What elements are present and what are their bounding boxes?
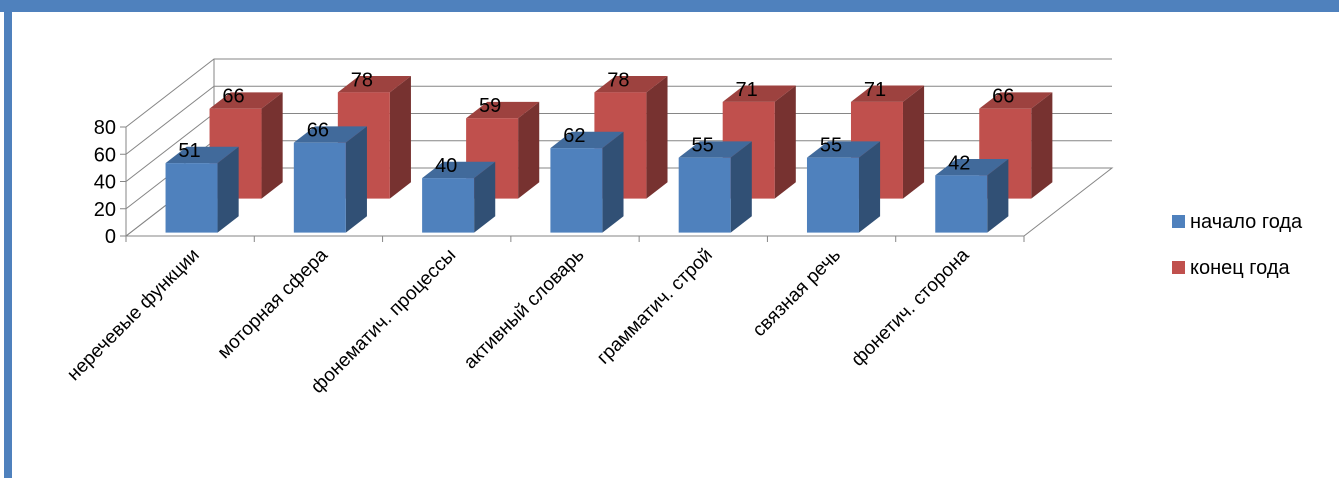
category-label: моторная сфера <box>214 244 333 363</box>
bar-start <box>678 141 752 233</box>
bar-start-top <box>678 141 752 158</box>
bar-start-top <box>293 126 367 143</box>
bar-start-front <box>293 142 346 233</box>
y-tick-label: 60 <box>94 144 116 166</box>
frame-left-border <box>4 0 12 478</box>
category-label: фонематич. процессы <box>307 245 460 398</box>
category-label: активный словарь <box>460 245 589 374</box>
data-labels: 51 66 40 62 55 55 42 66 78 59 78 71 71 66 <box>178 69 1014 177</box>
bar-end-side <box>774 85 796 199</box>
legend: начало года конец года <box>1172 211 1303 279</box>
y-tick-label: 80 <box>94 117 116 139</box>
bar-end-side <box>261 92 283 199</box>
data-label: 40 <box>435 155 457 177</box>
legend-label: начало года <box>1190 211 1303 233</box>
bar-end-side <box>902 85 925 199</box>
bar-start-top <box>165 146 239 164</box>
series-start-bars <box>165 126 1009 233</box>
data-label: 66 <box>222 86 244 108</box>
bar-end-top <box>594 76 668 93</box>
legend-label: конец года <box>1190 257 1290 279</box>
bar-end-top <box>850 85 925 102</box>
bar-start <box>935 159 1009 233</box>
data-label: 71 <box>736 79 758 101</box>
y-tick-label: 20 <box>94 199 116 221</box>
data-label: 51 <box>178 140 200 162</box>
bar-start-front <box>935 175 988 233</box>
bar-start-front <box>422 178 475 233</box>
bar-start-side <box>217 146 239 233</box>
bar-end-side <box>518 101 540 199</box>
bar-start-side <box>987 159 1009 233</box>
bar-start-front <box>678 157 731 233</box>
category-label: неречевые функции <box>63 245 203 385</box>
bar-end-top <box>337 76 411 93</box>
data-label: 71 <box>864 79 886 101</box>
bar-start-side <box>474 161 496 233</box>
data-label: 42 <box>948 152 970 174</box>
category-label: грамматич. строй <box>593 245 717 369</box>
bar-start-side <box>858 141 881 233</box>
frame-top-border <box>0 0 1339 12</box>
bar-start-side <box>730 141 752 233</box>
data-label: 66 <box>307 120 329 142</box>
bar-end-top <box>209 92 283 109</box>
legend-swatch <box>1172 261 1185 274</box>
y-tick-label: 40 <box>94 172 116 194</box>
category-label: фонетич. сторона <box>847 244 973 370</box>
bar-end-side <box>1031 92 1053 199</box>
data-label: 62 <box>563 125 585 147</box>
bar-start <box>422 161 496 233</box>
bar-start-top <box>550 131 624 149</box>
y-tick-label: 0 <box>105 226 116 248</box>
x-axis-categories: неречевые функции моторная сферафонематич… <box>63 244 973 397</box>
data-label: 55 <box>692 135 714 157</box>
data-label: 78 <box>607 69 629 91</box>
data-label: 66 <box>992 86 1014 108</box>
bar-start-front <box>165 163 218 233</box>
bar-start-side <box>602 131 624 233</box>
bar-end-side <box>646 76 668 199</box>
bar-end-side <box>389 76 411 199</box>
bar-end-top <box>979 92 1053 109</box>
bar-start-top <box>935 159 1009 176</box>
legend-swatch <box>1172 215 1185 228</box>
data-label: 59 <box>479 95 501 117</box>
bar-start-top <box>422 161 496 179</box>
data-label: 78 <box>351 69 373 91</box>
data-label: 55 <box>820 135 842 157</box>
bar-start <box>165 146 239 233</box>
bar-start-front <box>550 148 603 233</box>
bar-start <box>293 126 367 233</box>
bar-start <box>550 131 624 233</box>
y-axis-ticks: 0 20 40 60 80 <box>94 117 116 248</box>
bar-end-top <box>722 85 796 102</box>
bar-start <box>806 141 881 233</box>
bar-end-top <box>466 101 540 119</box>
bar-start-side <box>345 126 367 233</box>
bar-start-top <box>806 141 881 158</box>
category-label: связная речь <box>749 245 845 341</box>
bar-start-front <box>806 157 859 233</box>
